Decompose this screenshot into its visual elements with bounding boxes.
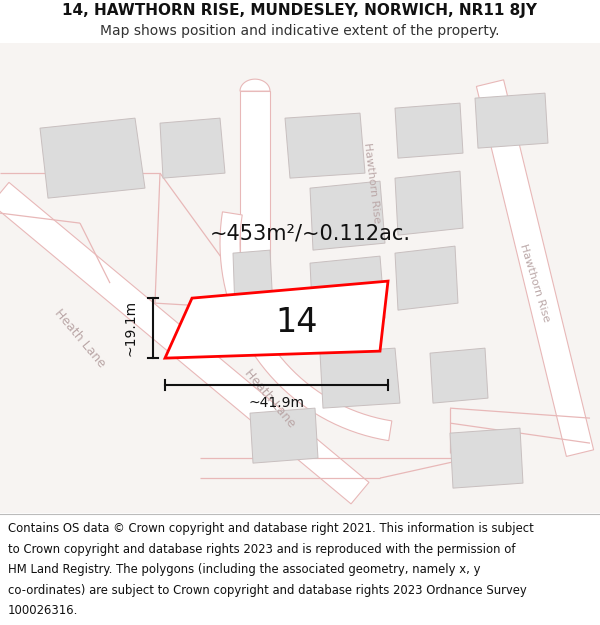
Text: HM Land Registry. The polygons (including the associated geometry, namely x, y: HM Land Registry. The polygons (includin… [8,563,481,576]
Polygon shape [475,93,548,148]
Text: Hawthorn Rise: Hawthorn Rise [518,243,551,323]
Polygon shape [450,428,523,488]
Text: ~453m²/~0.112ac.: ~453m²/~0.112ac. [209,223,410,243]
Polygon shape [430,348,488,403]
Polygon shape [320,348,400,408]
Polygon shape [240,91,270,298]
Polygon shape [395,246,458,310]
Text: Contains OS data © Crown copyright and database right 2021. This information is : Contains OS data © Crown copyright and d… [8,522,533,535]
Polygon shape [165,281,388,358]
Text: Heath Lane: Heath Lane [52,306,108,370]
Text: 14, HAWTHORN RISE, MUNDESLEY, NORWICH, NR11 8JY: 14, HAWTHORN RISE, MUNDESLEY, NORWICH, N… [62,3,538,18]
Polygon shape [0,182,369,504]
Polygon shape [233,250,273,311]
Polygon shape [395,171,463,235]
Text: Hawthorn Rise: Hawthorn Rise [362,142,382,224]
Polygon shape [310,181,385,250]
Text: to Crown copyright and database rights 2023 and is reproduced with the permissio: to Crown copyright and database rights 2… [8,542,515,556]
Polygon shape [40,118,145,198]
Polygon shape [476,80,593,456]
Text: ~19.1m: ~19.1m [124,300,138,356]
Text: co-ordinates) are subject to Crown copyright and database rights 2023 Ordnance S: co-ordinates) are subject to Crown copyr… [8,584,527,596]
Polygon shape [285,113,365,178]
Polygon shape [395,103,463,158]
Polygon shape [250,408,318,463]
Text: 100026316.: 100026316. [8,604,78,617]
Text: Heath Lane: Heath Lane [242,366,298,430]
Text: ~41.9m: ~41.9m [248,396,305,410]
Text: 14: 14 [275,306,317,339]
Polygon shape [160,118,225,178]
Polygon shape [240,79,270,91]
Text: Map shows position and indicative extent of the property.: Map shows position and indicative extent… [100,24,500,38]
Polygon shape [310,256,385,325]
Polygon shape [220,212,392,441]
